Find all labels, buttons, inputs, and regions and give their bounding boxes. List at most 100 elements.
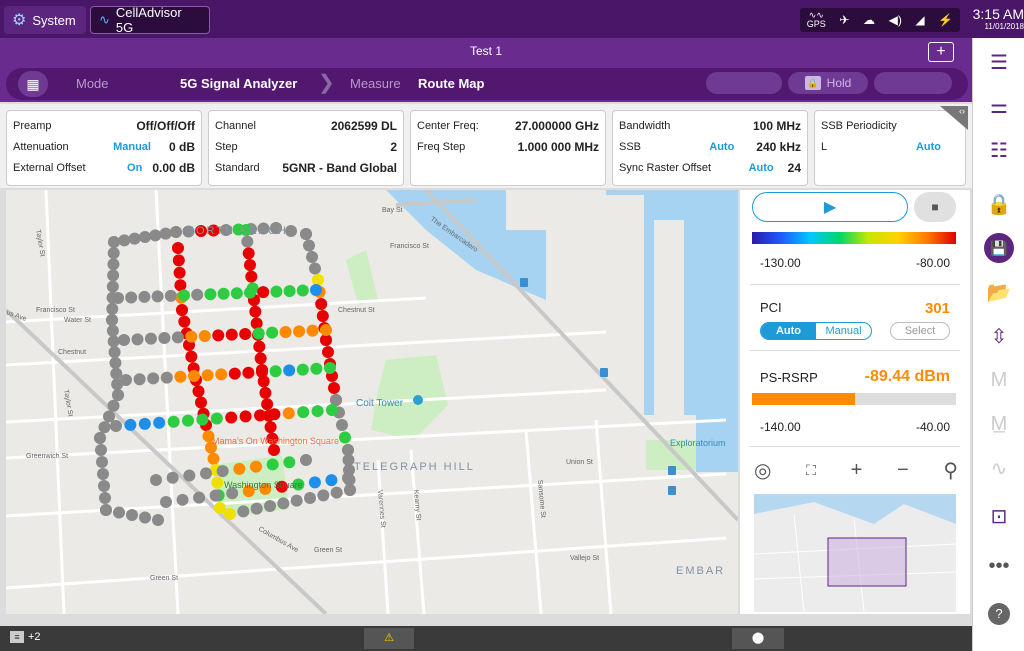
preamp-card[interactable]: Preamp Off/Off/Off Attenuation Manual 0 dB … <box>6 110 202 186</box>
trace-button[interactable]: ∿ <box>973 448 1024 488</box>
hold-button[interactable]: 🔒 Hold <box>788 72 868 94</box>
search-icon[interactable]: ⚲ <box>943 459 958 482</box>
ssb-periodicity-mode: Auto <box>915 140 941 153</box>
pci-auto-option[interactable]: Auto <box>761 323 816 339</box>
taylor-st-label: Taylor St <box>34 229 46 257</box>
layout-button[interactable]: ☷ <box>973 130 1024 170</box>
route-dot <box>159 227 172 240</box>
route-dot <box>106 280 119 293</box>
notification-button[interactable]: ≡ +2 <box>10 631 41 643</box>
mode-value[interactable]: 5G Signal Analyzer <box>180 76 298 91</box>
route-dot <box>108 346 121 359</box>
system-tab-label: System <box>32 12 76 28</box>
system-tab[interactable]: ⚙ System <box>4 6 86 34</box>
route-dot <box>126 509 138 521</box>
route-dot <box>269 365 282 378</box>
apps-grid-button[interactable]: ▦ <box>18 71 48 97</box>
route-dot <box>282 407 295 420</box>
menu-button[interactable]: ☰ <box>973 42 1024 82</box>
route-dot <box>160 371 173 384</box>
map-canvas[interactable]: NORTH BEACH TELEGRAPH HILL EMBAR Bay St … <box>6 190 738 614</box>
route-dot <box>245 270 258 283</box>
more-button[interactable]: ••• <box>973 546 1024 586</box>
settings-button[interactable]: ⚌ <box>973 86 1024 126</box>
add-test-button[interactable]: + <box>928 42 954 62</box>
divider <box>750 350 960 351</box>
route-dot <box>233 462 246 475</box>
lock-button[interactable]: 🔒 <box>973 184 1024 224</box>
stop-button[interactable]: ■ <box>914 192 956 222</box>
channel-card[interactable]: Channel 2062599 DL Step 2 Standard 5GNR - B… <box>208 110 404 186</box>
route-dot <box>342 472 354 484</box>
ps-rsrp-label: PS-RSRP <box>760 370 818 385</box>
route-dot <box>108 236 120 248</box>
mamas-label: Mama's On Washington Square <box>212 436 339 446</box>
route-dot <box>266 458 279 471</box>
route-dot <box>270 285 283 298</box>
route-dot <box>107 258 120 271</box>
marker-table-button[interactable]: M̲ <box>973 404 1024 444</box>
route-dot <box>253 340 266 353</box>
varennes-st-label: Varennes St <box>376 490 386 529</box>
gear-icon: ⚙ <box>12 12 27 29</box>
frequency-card[interactable]: Center Freq: 27.000000 GHz Freq Step 1.000… <box>410 110 606 186</box>
route-map[interactable]: NORTH BEACH TELEGRAPH HILL EMBAR Bay St … <box>6 190 738 614</box>
route-dot <box>94 432 106 444</box>
sync-raster-value: 24 <box>787 160 801 175</box>
route-dot <box>344 484 356 496</box>
blank-button-1[interactable] <box>706 72 782 94</box>
overview-map[interactable] <box>754 494 956 612</box>
save-button[interactable]: 💾 <box>973 228 1024 268</box>
zoom-out-icon[interactable]: − <box>896 458 909 481</box>
pci-select-button[interactable]: Select <box>890 322 950 340</box>
standard-value: 5GNR - Band Global <box>282 160 397 175</box>
split-button[interactable]: ⇳ <box>973 316 1024 356</box>
route-dot <box>178 315 191 328</box>
sync-raster-mode: Auto <box>748 161 774 174</box>
route-dot <box>239 328 252 340</box>
pci-label: PCI <box>760 300 782 315</box>
marker-button[interactable]: M <box>973 360 1024 400</box>
route-dot <box>113 506 125 519</box>
route-dot <box>195 225 207 237</box>
fullscreen-icon[interactable]: ⛶ <box>806 461 816 478</box>
zoom-in-icon[interactable]: + <box>850 458 863 481</box>
green-st-label: Green St <box>314 547 342 554</box>
route-dot <box>270 222 282 234</box>
route-dot <box>336 419 348 431</box>
pci-mode-toggle[interactable]: Auto Manual <box>760 322 872 340</box>
grid-layout-icon: ☷ <box>990 139 1008 162</box>
route-dot <box>216 465 229 478</box>
overview-canvas <box>754 502 956 612</box>
route-dot <box>160 496 172 508</box>
route-dot <box>241 235 254 248</box>
measure-value[interactable]: Route Map <box>418 76 485 91</box>
locate-icon[interactable]: ◎ <box>754 459 772 482</box>
help-button[interactable]: ? <box>973 594 1024 634</box>
ps-rsrp-bar <box>752 393 956 405</box>
route-dot <box>106 302 119 315</box>
route-dot <box>110 367 123 380</box>
route-dot <box>138 290 151 303</box>
route-dot <box>215 368 228 381</box>
attenuation-label: Attenuation <box>13 140 69 153</box>
route-dot <box>120 374 132 386</box>
route-dot <box>220 224 232 236</box>
blank-button-2[interactable] <box>874 72 952 94</box>
location-button[interactable]: ⬤ <box>732 628 784 649</box>
chevron-right-icon: ❯ <box>318 72 335 94</box>
pci-manual-option[interactable]: Manual <box>825 325 862 337</box>
route-dot <box>211 476 224 489</box>
warning-button[interactable]: ⚠ <box>364 628 414 649</box>
screenshot-button[interactable]: ⊡ <box>973 496 1024 536</box>
bandwidth-card[interactable]: Bandwidth 100 MHz SSB Auto 240 kHz Sync Ras… <box>612 110 808 186</box>
ssb-periodicity-card[interactable]: SSB Periodicity L Auto <box>814 110 966 186</box>
play-button[interactable]: ▶ <box>752 192 908 222</box>
right-sidebar: ☰ ⚌ ☷ 🔒 💾 📂 ⇳ M M̲ ∿ ⊡ ••• ? <box>972 38 1024 651</box>
celladvisor-tab[interactable]: ∿ CellAdvisor 5G <box>90 5 210 35</box>
open-folder-button[interactable]: 📂 <box>973 272 1024 312</box>
route-dot <box>214 502 226 514</box>
route-dot <box>192 385 205 398</box>
route-dot <box>328 382 340 394</box>
route-dot <box>230 287 243 300</box>
